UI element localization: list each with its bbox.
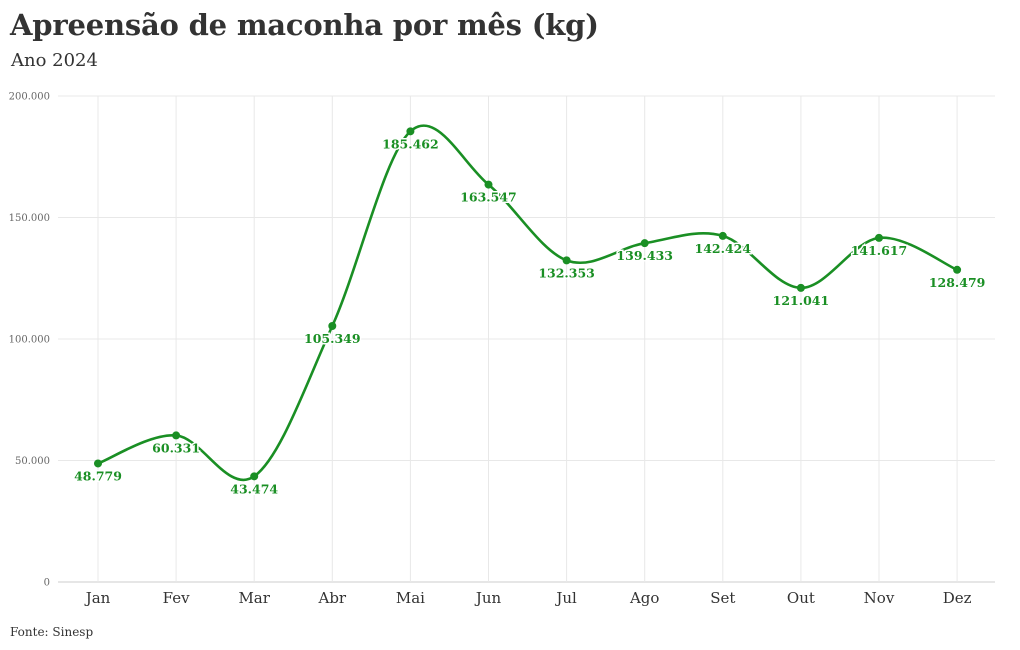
x-tick-label: Ago — [629, 589, 659, 607]
data-label: 163.547 — [460, 190, 517, 205]
chart-subtitle: Ano 2024 — [11, 50, 98, 71]
x-tick-label: Jul — [554, 589, 577, 607]
x-tick-label: Mar — [238, 589, 270, 607]
data-labels: 48.779 60.331 43.474 105.349 185.462 163.547 1… — [73, 135, 987, 498]
source-note: Fonte: Sinesp — [10, 625, 94, 639]
x-tick-label: Jun — [474, 589, 502, 607]
data-point — [640, 239, 649, 248]
data-label: 121.041 — [773, 293, 830, 308]
y-tick-label: 0 — [44, 578, 50, 589]
data-label: 48.779 — [74, 468, 122, 483]
x-tick-label: Mai — [396, 589, 425, 607]
x-tick-label: Nov — [864, 589, 895, 607]
x-tick-label: Fev — [163, 589, 190, 607]
x-tick-label: Abr — [317, 589, 346, 607]
data-label: 141.617 — [851, 243, 908, 258]
data-label: 142.424 — [695, 241, 752, 256]
data-label: 139.433 — [616, 248, 673, 263]
data-label: 128.479 — [929, 275, 986, 290]
grid-lines — [58, 95, 995, 583]
data-point — [718, 231, 727, 240]
data-label: 43.474 — [230, 481, 278, 496]
y-tick-label: 50.000 — [15, 456, 50, 467]
y-tick-label: 100.000 — [9, 335, 50, 346]
y-axis-ticks: 0 50.000 100.000 150.000 200.000 — [9, 92, 50, 589]
data-label: 105.349 — [304, 331, 361, 346]
data-points — [94, 127, 962, 481]
x-tick-label: Out — [787, 589, 815, 607]
x-tick-label: Dez — [943, 589, 972, 607]
data-point — [94, 459, 102, 468]
x-axis-ticks: Jan Fev Mar Abr Mai Jun Jul Ago Set Out Nov Dez — [84, 589, 972, 607]
y-tick-label: 150.000 — [9, 213, 50, 224]
data-label: 185.462 — [382, 136, 439, 151]
chart-title: Apreensão de maconha por mês (kg) — [10, 8, 599, 42]
data-point — [484, 180, 493, 189]
y-tick-label: 200.000 — [9, 92, 50, 103]
data-point — [875, 233, 883, 242]
data-point — [406, 127, 415, 136]
x-tick-label: Set — [710, 589, 735, 607]
data-label: 60.331 — [152, 440, 200, 455]
data-point — [562, 256, 571, 265]
x-tick-label: Jan — [84, 589, 111, 607]
data-point — [796, 283, 805, 292]
data-point — [328, 322, 337, 331]
data-point — [953, 265, 962, 274]
data-label: 132.353 — [538, 265, 595, 280]
data-point — [250, 472, 259, 481]
data-point — [172, 431, 181, 440]
